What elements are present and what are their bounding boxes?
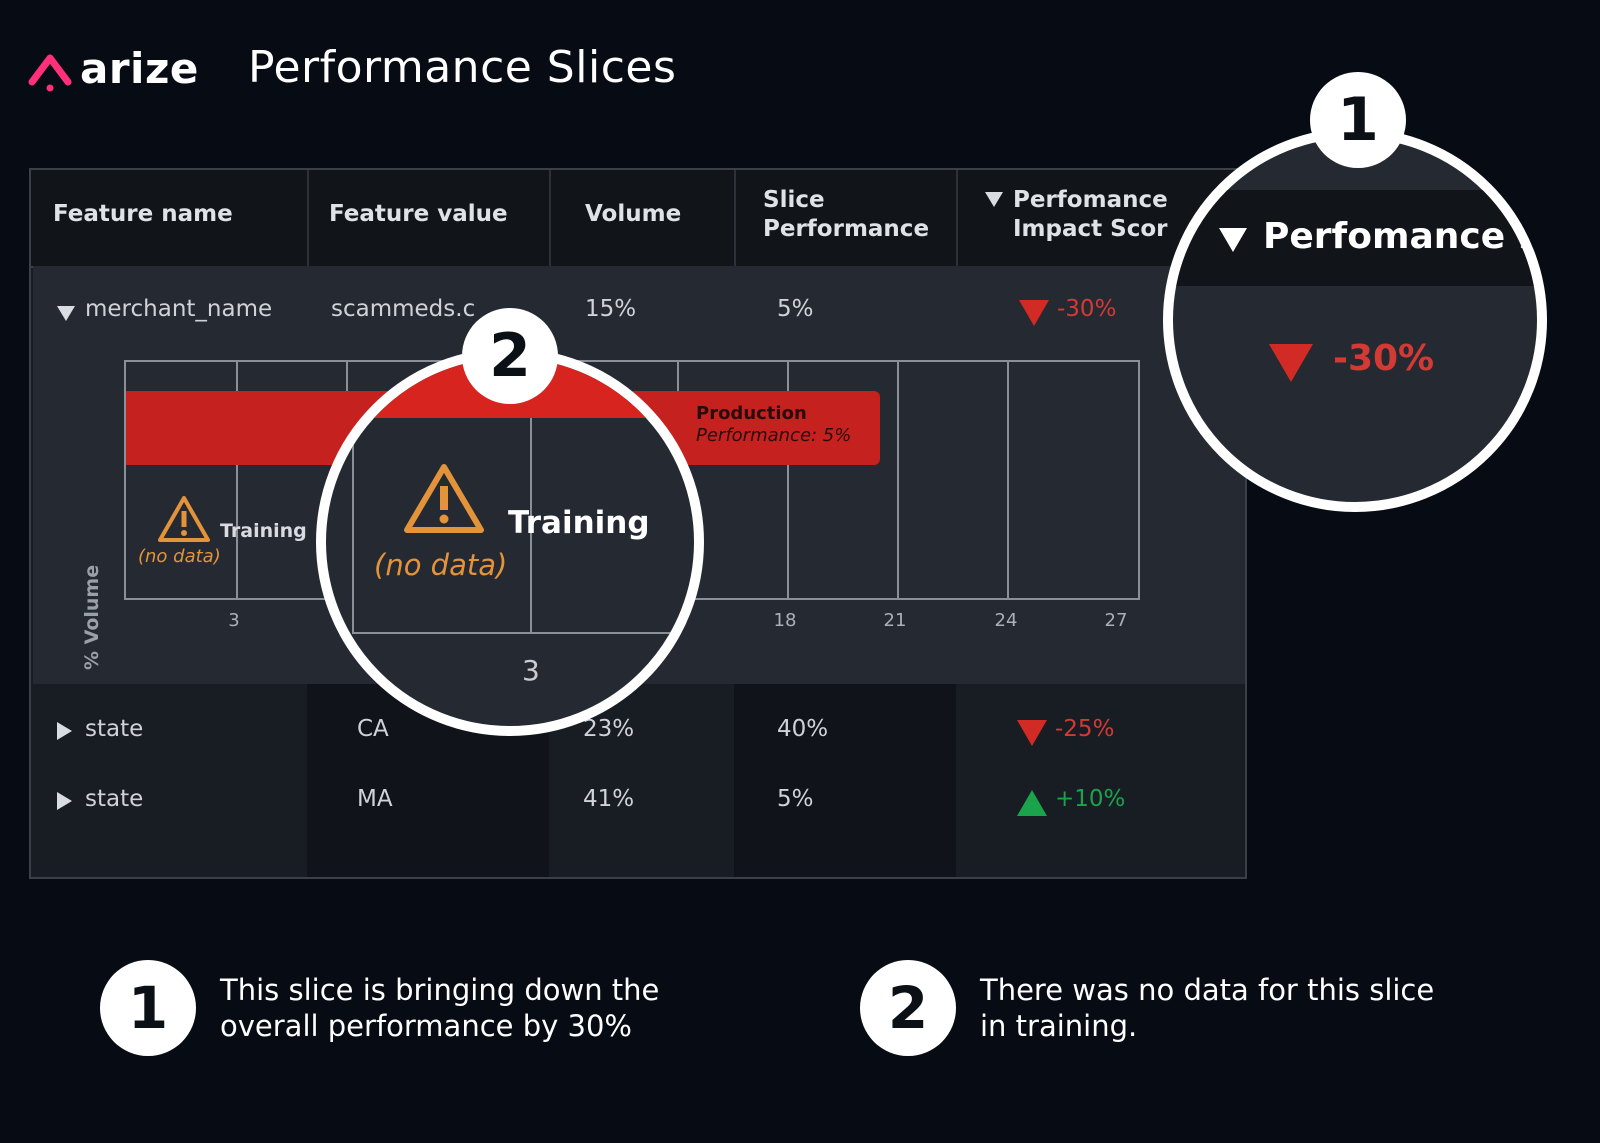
callout-badge-1: 1 xyxy=(1310,72,1406,168)
row-volume: 15% xyxy=(585,296,637,322)
row-volume: 23% xyxy=(583,716,635,742)
header-performance-impact-score[interactable]: Perfomance Impact Scor xyxy=(1013,186,1168,244)
column-divider xyxy=(307,170,309,266)
header-volume[interactable]: Volume xyxy=(585,201,682,227)
lens-header-label: Perfomance I xyxy=(1263,216,1532,257)
arize-logo[interactable]: arize xyxy=(28,44,208,96)
row-slice-performance: 40% xyxy=(777,716,829,742)
arrow-up-icon xyxy=(1017,790,1047,816)
row-slice-performance: 5% xyxy=(777,786,814,812)
row-feature-value: CA xyxy=(357,716,389,742)
no-data-label: (no data) xyxy=(138,546,221,567)
training-label: Training xyxy=(220,520,307,542)
x-tick: 3 xyxy=(228,610,240,631)
no-data-label: (no data) xyxy=(374,548,508,582)
header-line: Slice xyxy=(763,187,825,213)
row-impact-score: +10% xyxy=(1055,786,1126,812)
row-feature-value: MA xyxy=(357,786,393,812)
column-divider xyxy=(734,170,736,266)
zoom-lens-training-no-data: Training (no data) 3 xyxy=(316,348,704,736)
training-label: Training xyxy=(508,505,650,541)
arrow-down-icon xyxy=(1269,344,1313,382)
row-impact-score: -25% xyxy=(1055,716,1115,742)
row-feature-name: merchant_name xyxy=(85,296,273,322)
x-tick: 24 xyxy=(994,610,1018,631)
x-tick: 27 xyxy=(1104,610,1128,631)
production-label: Production xyxy=(696,403,807,424)
header-line: Impact Scor xyxy=(1013,216,1168,242)
lens-header: Perfomance I xyxy=(1173,190,1537,286)
footnote-line: in training. xyxy=(980,1009,1138,1043)
footnote-1: This slice is bringing down the overall … xyxy=(220,972,659,1044)
chart-gridline xyxy=(787,362,789,598)
column-divider xyxy=(549,170,551,266)
chart-gridline xyxy=(236,362,238,598)
production-performance-label: Performance: 5% xyxy=(696,425,852,446)
row-feature-name: state xyxy=(85,786,144,812)
table-row[interactable]: state MA 41% 5% +10% xyxy=(31,770,1245,830)
lens-impact-value: -30% xyxy=(1333,338,1435,379)
chart-gridline xyxy=(530,418,532,632)
caret-down-icon[interactable] xyxy=(57,306,75,321)
footnote-badge-1: 1 xyxy=(100,960,196,1056)
header-line: Perfomance xyxy=(1013,187,1168,213)
x-tick: 21 xyxy=(883,610,907,631)
header-feature-name[interactable]: Feature name xyxy=(53,201,233,227)
footnote-line: There was no data for this slice xyxy=(980,973,1435,1007)
arrow-down-icon xyxy=(1017,720,1047,746)
row-slice-performance: 5% xyxy=(777,296,814,322)
caret-right-icon[interactable] xyxy=(57,792,72,810)
table-row[interactable]: state CA 23% 40% -25% xyxy=(31,700,1245,760)
x-tick: 3 xyxy=(522,654,540,687)
footnote-line: overall performance by 30% xyxy=(220,1009,632,1043)
table-header: Feature name Feature value Volume Slice … xyxy=(31,170,1245,268)
row-impact-score: -30% xyxy=(1057,296,1117,322)
x-tick: 18 xyxy=(773,610,797,631)
header-line: Performance xyxy=(763,216,930,242)
row-volume: 41% xyxy=(583,786,635,812)
arize-logo-icon xyxy=(28,54,72,92)
caret-down-icon xyxy=(1219,228,1247,252)
zoom-lens-impact-score: Perfomance I -30% xyxy=(1163,128,1547,512)
page-title: Performance Slices xyxy=(248,42,677,93)
header-feature-value[interactable]: Feature value xyxy=(329,201,508,227)
sort-caret-down-icon[interactable] xyxy=(985,192,1003,207)
chart-gridline xyxy=(1007,362,1009,598)
footnote-badge-2: 2 xyxy=(860,960,956,1056)
chart-gridline xyxy=(897,362,899,598)
row-feature-value: scammeds.c xyxy=(331,296,476,322)
callout-badge-2: 2 xyxy=(462,308,558,404)
lens-chart-frame xyxy=(352,418,694,634)
warning-icon xyxy=(404,464,484,533)
logo-wordmark: arize xyxy=(80,44,199,93)
chart-y-axis-label: % Volume xyxy=(81,564,103,670)
warning-icon xyxy=(158,496,210,542)
caret-right-icon[interactable] xyxy=(57,722,72,740)
row-feature-name: state xyxy=(85,716,144,742)
column-divider xyxy=(956,170,958,266)
footnote-2: There was no data for this slice in trai… xyxy=(980,972,1434,1044)
header-slice-performance[interactable]: Slice Performance xyxy=(763,186,929,244)
footnote-line: This slice is bringing down the xyxy=(220,973,660,1007)
arrow-down-icon xyxy=(1019,300,1049,326)
